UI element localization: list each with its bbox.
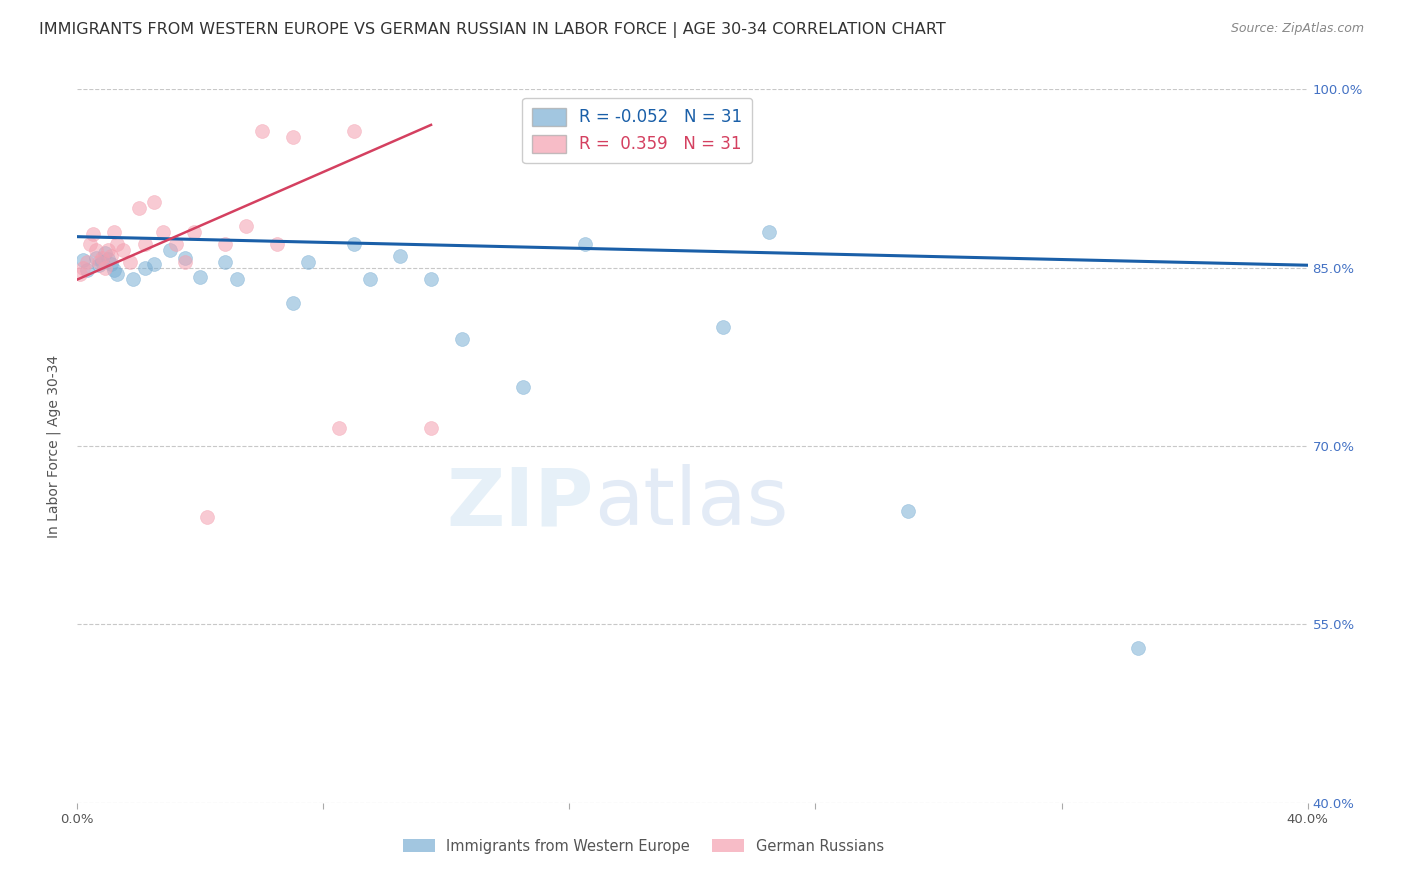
Point: [84, 243, 107, 257]
Point: [343, 236, 366, 251]
Point: [118, 254, 141, 268]
Text: IMMIGRANTS FROM WESTERN EUROPE VS GERMAN RUSSIAN IN LABOR FORCE | AGE 30-34 CORR: IMMIGRANTS FROM WESTERN EUROPE VS GERMAN…: [39, 22, 946, 38]
Point: [1128, 641, 1150, 656]
Point: [90, 251, 114, 265]
Point: [87, 254, 110, 268]
Point: [103, 225, 125, 239]
Point: [90, 254, 114, 268]
Point: [94, 246, 117, 260]
Point: [758, 225, 780, 239]
Point: [103, 263, 125, 277]
Point: [711, 320, 734, 334]
Point: [266, 236, 288, 251]
Point: [134, 260, 156, 275]
Point: [343, 124, 366, 138]
Point: [574, 236, 596, 251]
Point: [97, 243, 120, 257]
Point: [72, 260, 94, 275]
Point: [214, 236, 236, 251]
Point: [328, 421, 350, 435]
Point: [450, 332, 472, 346]
Point: [359, 272, 381, 286]
Point: [134, 236, 156, 251]
Point: [79, 236, 101, 251]
Point: [87, 258, 110, 272]
Legend: Immigrants from Western Europe, German Russians: Immigrants from Western Europe, German R…: [396, 833, 890, 860]
Point: [159, 243, 181, 257]
Point: [250, 124, 273, 138]
Text: Source: ZipAtlas.com: Source: ZipAtlas.com: [1230, 22, 1364, 36]
Point: [174, 251, 197, 265]
Point: [174, 254, 197, 268]
Point: [214, 254, 236, 268]
Point: [235, 219, 257, 233]
Point: [100, 249, 122, 263]
Point: [297, 254, 319, 268]
Point: [281, 129, 304, 144]
Point: [72, 253, 94, 268]
Point: [105, 236, 128, 251]
Point: [183, 225, 205, 239]
Point: [105, 267, 128, 281]
Text: atlas: atlas: [595, 464, 789, 542]
Point: [165, 236, 187, 251]
Point: [128, 201, 150, 215]
Point: [143, 195, 166, 210]
Point: [82, 227, 104, 242]
Point: [76, 254, 98, 268]
Point: [195, 510, 218, 524]
Point: [897, 504, 920, 518]
Point: [420, 272, 443, 286]
Point: [143, 257, 166, 271]
Point: [152, 225, 174, 239]
Point: [420, 421, 443, 435]
Point: [226, 272, 249, 286]
Point: [281, 296, 304, 310]
Point: [512, 379, 534, 393]
Point: [188, 270, 212, 285]
Point: [100, 257, 122, 271]
Text: ZIP: ZIP: [447, 464, 595, 542]
Point: [84, 251, 107, 265]
Point: [112, 243, 135, 257]
Point: [76, 263, 98, 277]
Y-axis label: In Labor Force | Age 30-34: In Labor Force | Age 30-34: [46, 354, 62, 538]
Point: [97, 252, 120, 267]
Point: [121, 272, 143, 286]
Point: [389, 249, 412, 263]
Point: [94, 260, 117, 275]
Point: [69, 267, 91, 281]
